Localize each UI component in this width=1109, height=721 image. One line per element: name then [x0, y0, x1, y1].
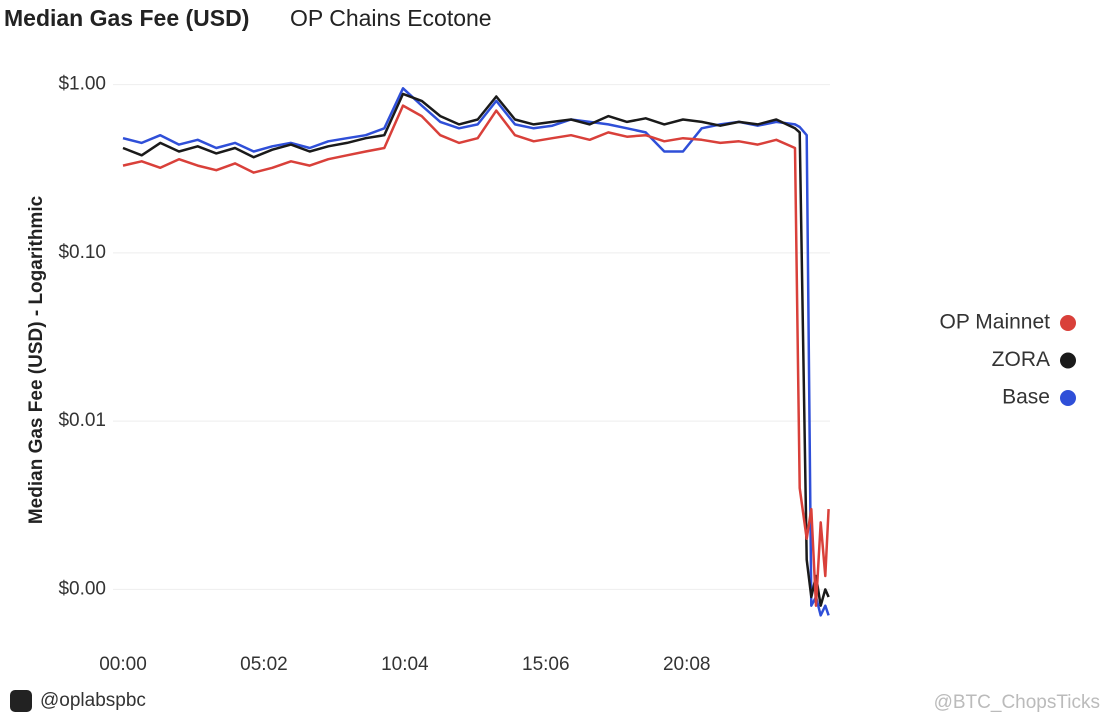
source-logo — [10, 690, 32, 712]
y-axis-label: Median Gas Fee (USD) - Logarithmic — [26, 195, 47, 524]
series-line — [122, 104, 830, 607]
legend-marker — [1060, 390, 1076, 406]
chart-subtitle: OP Chains Ecotone — [290, 5, 492, 31]
y-tick-label: $0.00 — [58, 578, 106, 599]
x-tick-label: 00:00 — [99, 654, 147, 675]
y-tick-label: $0.01 — [58, 410, 106, 431]
legend-label: OP Mainnet — [939, 311, 1050, 334]
legend-marker — [1060, 315, 1076, 331]
series-line — [122, 87, 830, 617]
series-line — [122, 92, 830, 607]
legend-marker — [1060, 352, 1076, 369]
legend-label: ZORA — [992, 348, 1050, 371]
x-tick-label: 20:08 — [663, 654, 711, 675]
y-tick-label: $1.00 — [58, 74, 106, 95]
y-tick-label: $0.10 — [58, 242, 106, 263]
chart-title: Median Gas Fee (USD) — [4, 5, 249, 31]
x-tick-label: 15:06 — [522, 654, 570, 675]
x-tick-label: 05:02 — [240, 654, 288, 675]
legend-label: Base — [1002, 386, 1050, 409]
watermark: @BTC_ChopsTicks — [934, 692, 1100, 713]
source: @oplabspbc — [40, 690, 146, 711]
x-tick-label: 10:04 — [381, 654, 429, 675]
